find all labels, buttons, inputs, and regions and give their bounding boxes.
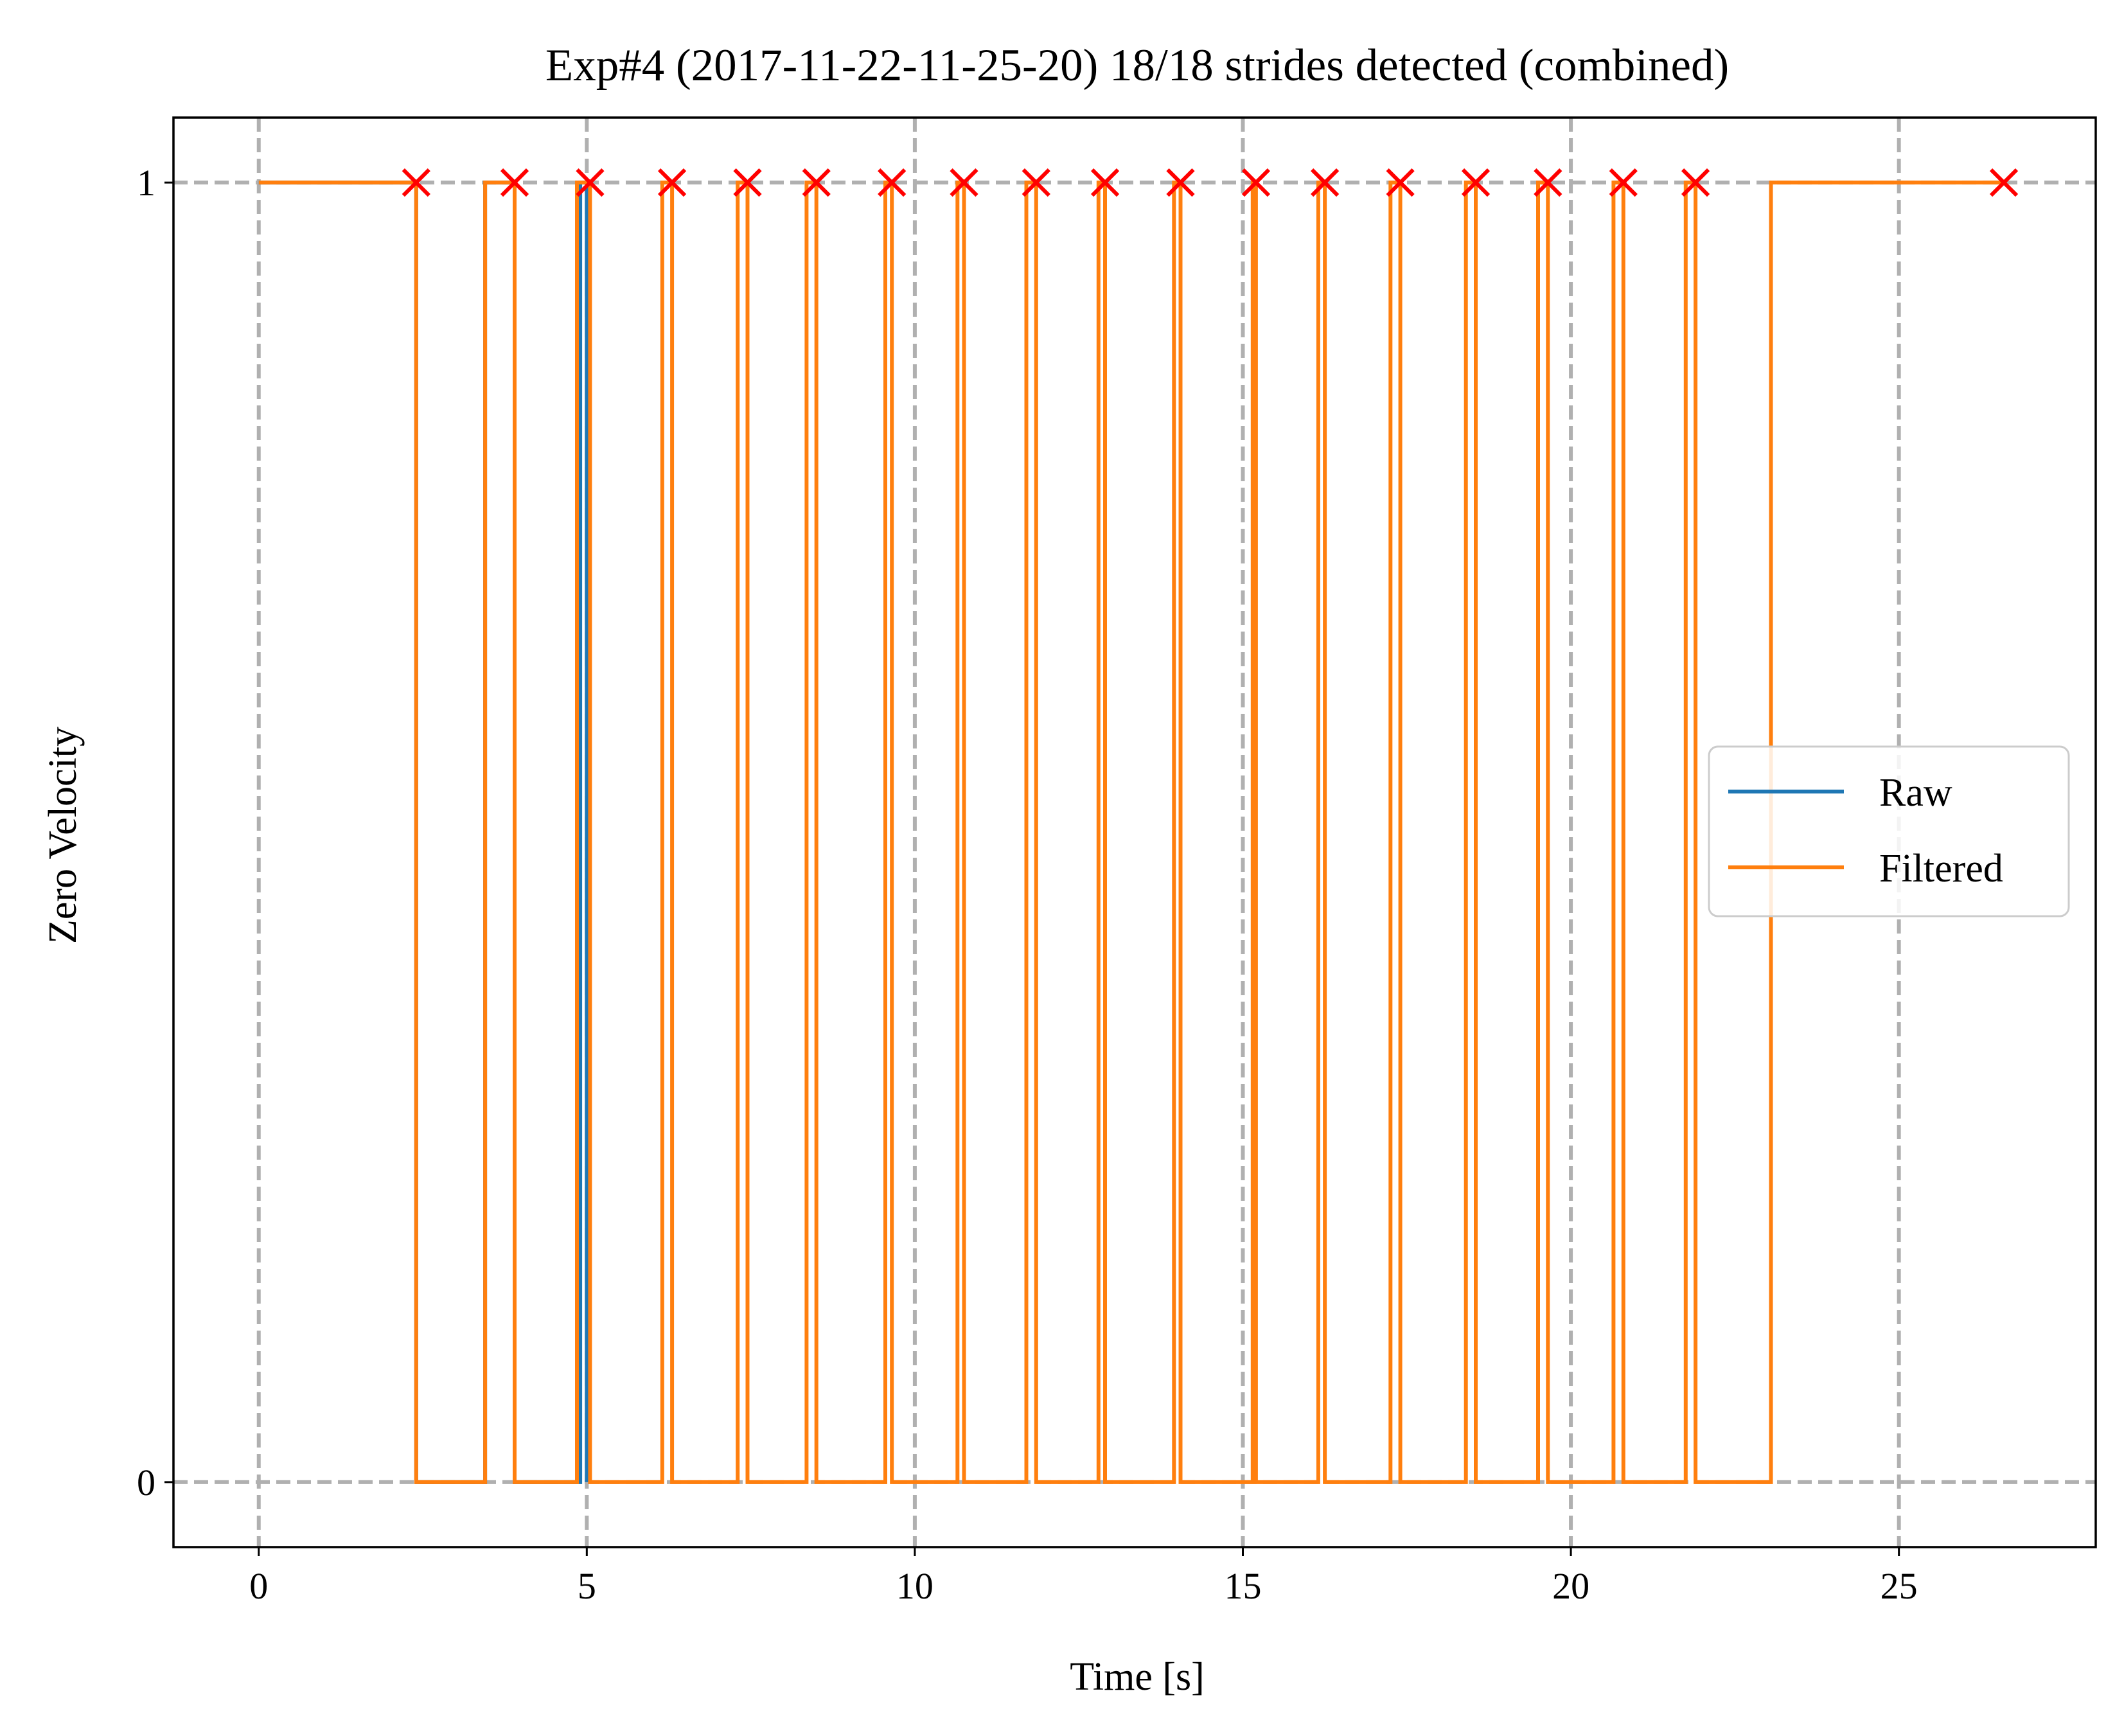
- stride-marker: [1534, 168, 1562, 197]
- stride-marker: [733, 168, 762, 197]
- stride-marker: [950, 168, 978, 197]
- axis-ticks: 0 5 10 15 20 25 0 1: [137, 162, 1918, 1607]
- x-tick-label: 0: [249, 1565, 268, 1607]
- stride-marker: [1609, 168, 1638, 197]
- y-tick-label: 1: [137, 162, 155, 204]
- stride-marker: [1989, 168, 2019, 197]
- legend-label-filtered: Filtered: [1879, 847, 2003, 890]
- chart-title: Exp#4 (2017-11-22-11-25-20) 18/18 stride…: [545, 40, 1729, 91]
- stride-marker: [1681, 168, 1710, 197]
- stride-markers: [402, 168, 2019, 197]
- stride-marker: [1311, 168, 1340, 197]
- stride-marker: [1241, 168, 1271, 197]
- x-tick-label: 5: [578, 1565, 596, 1607]
- stride-marker: [1090, 168, 1120, 197]
- stride-marker: [500, 168, 529, 197]
- x-tick-label: 25: [1881, 1565, 1918, 1607]
- stride-marker: [878, 168, 907, 197]
- stride-marker: [1166, 168, 1195, 197]
- series-line-raw: [258, 181, 589, 1484]
- legend-box: [1708, 745, 2070, 917]
- stride-marker: [576, 168, 605, 197]
- y-axis-label: Zero Velocity: [41, 727, 85, 944]
- x-axis-label: Time [s]: [1070, 1655, 1205, 1699]
- plot-frame: [172, 116, 2097, 1548]
- x-tick-label: 15: [1224, 1565, 1261, 1607]
- stride-marker: [1386, 168, 1415, 197]
- x-tick-label: 20: [1552, 1565, 1589, 1607]
- stride-marker: [802, 168, 831, 197]
- stride-marker: [1461, 168, 1491, 197]
- stride-marker: [402, 168, 430, 197]
- x-tick-label: 10: [896, 1565, 934, 1607]
- legend: Raw Filtered: [1708, 745, 2070, 917]
- y-tick-label: 0: [137, 1462, 155, 1503]
- stride-marker: [657, 168, 687, 197]
- legend-label-raw: Raw: [1879, 771, 1952, 815]
- stride-marker: [1022, 168, 1050, 197]
